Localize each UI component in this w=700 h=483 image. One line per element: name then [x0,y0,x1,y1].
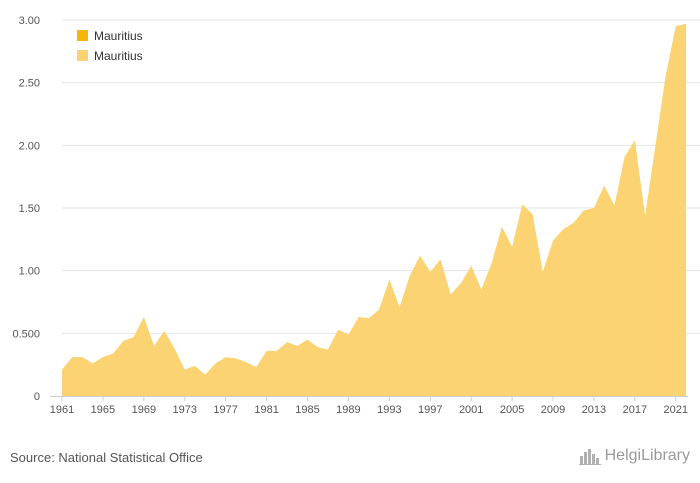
building-chart-icon [578,449,601,465]
y-tick-label: 1.00 [19,266,40,278]
x-tick-label: 1969 [132,404,156,416]
brand-logo: HelgiLibrary [578,447,690,465]
series-area-layer [62,23,686,396]
y-tick-label: 0 [34,391,40,403]
legend-swatch [77,30,88,41]
y-tick-label: 3.00 [19,15,40,27]
legend-label: Mauritius [94,49,143,63]
x-tick-label: 2009 [541,404,565,416]
series-area-mauritius [62,23,686,396]
legend-swatch [77,50,88,61]
x-tick-label: 1965 [91,404,115,416]
x-tick-label: 1973 [173,404,197,416]
source-note: Source: National Statistical Office [10,450,203,465]
axes: 0 0.500 1.00 1.50 2.00 2.50 3.00 1961 1965 1969 19… [12,15,688,416]
x-tick-label: 2021 [664,404,688,416]
y-tick-label: 0.500 [12,328,40,340]
x-tick-label: 2001 [459,404,483,416]
x-tick-label: 2017 [623,404,647,416]
x-tick-label: 1981 [254,404,278,416]
x-tick-label: 2013 [582,404,606,416]
x-tick-label: 1961 [50,404,74,416]
x-tick-label: 1985 [295,404,319,416]
x-tick-label: 1997 [418,404,442,416]
y-tick-label: 1.50 [19,203,40,215]
x-tick-label: 2005 [500,404,524,416]
brand-name: HelgiLibrary [604,447,690,464]
y-tick-label: 2.50 [19,78,40,90]
legend-label: Mauritius [94,29,143,43]
x-tick-label: 1989 [336,404,360,416]
y-tick-label: 2.00 [19,140,40,152]
x-tick-label: 1993 [377,404,401,416]
legend: Mauritius Mauritius [77,29,143,63]
x-tick-label: 1977 [213,404,237,416]
